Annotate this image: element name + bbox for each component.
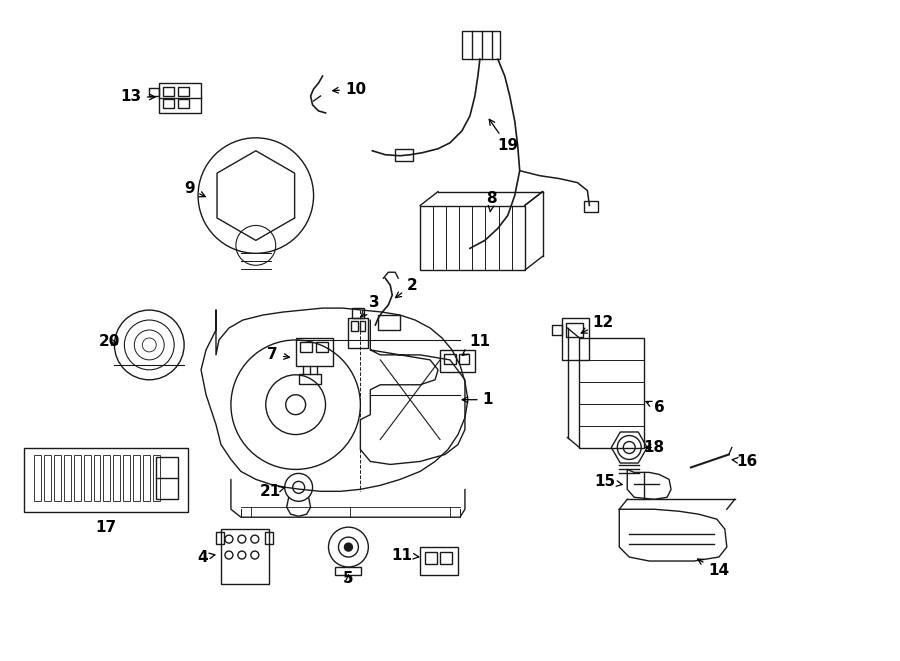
Bar bbox=[562, 318, 590, 360]
Text: 15: 15 bbox=[595, 474, 622, 489]
Bar bbox=[44, 455, 50, 501]
Bar bbox=[64, 455, 70, 501]
Text: 12: 12 bbox=[581, 315, 614, 333]
Text: 19: 19 bbox=[490, 120, 518, 153]
Text: 6: 6 bbox=[646, 400, 664, 415]
Bar bbox=[336, 567, 362, 575]
Bar bbox=[94, 455, 101, 501]
Bar bbox=[123, 455, 130, 501]
Text: 9: 9 bbox=[184, 181, 205, 197]
Text: 2: 2 bbox=[396, 278, 418, 297]
Bar bbox=[178, 87, 189, 96]
Bar bbox=[420, 206, 525, 270]
Text: 7: 7 bbox=[267, 348, 290, 362]
Bar bbox=[74, 455, 81, 501]
Bar bbox=[462, 31, 500, 59]
Bar bbox=[163, 99, 175, 108]
Bar bbox=[133, 455, 140, 501]
Bar bbox=[216, 532, 224, 544]
Bar bbox=[351, 321, 358, 331]
Bar bbox=[157, 457, 178, 499]
Text: 8: 8 bbox=[487, 191, 497, 212]
Bar bbox=[440, 350, 475, 372]
Bar bbox=[23, 447, 188, 512]
Bar bbox=[316, 342, 328, 352]
Bar bbox=[34, 455, 40, 501]
Bar bbox=[299, 374, 320, 384]
Bar bbox=[565, 323, 583, 337]
Bar bbox=[580, 338, 644, 447]
Bar bbox=[348, 318, 368, 348]
Text: 5: 5 bbox=[343, 572, 354, 586]
Bar bbox=[300, 342, 311, 352]
Text: 11: 11 bbox=[392, 547, 418, 563]
Text: 3: 3 bbox=[361, 295, 380, 317]
Text: 1: 1 bbox=[462, 392, 493, 407]
Text: 14: 14 bbox=[698, 559, 729, 578]
Text: 20: 20 bbox=[99, 334, 120, 350]
Bar bbox=[54, 455, 60, 501]
Bar bbox=[104, 455, 111, 501]
Bar bbox=[440, 552, 452, 564]
Bar bbox=[153, 455, 160, 501]
Text: 4: 4 bbox=[198, 549, 215, 564]
Bar bbox=[113, 455, 121, 501]
Bar bbox=[159, 83, 201, 113]
Text: 11: 11 bbox=[463, 334, 491, 356]
Text: 17: 17 bbox=[94, 520, 116, 535]
Bar bbox=[360, 321, 365, 331]
Bar bbox=[296, 338, 334, 366]
Bar bbox=[265, 532, 273, 544]
Text: 10: 10 bbox=[333, 81, 366, 97]
Bar bbox=[584, 200, 598, 212]
Text: 16: 16 bbox=[733, 454, 758, 469]
Bar bbox=[143, 455, 150, 501]
Text: 21: 21 bbox=[260, 484, 284, 499]
Bar bbox=[420, 547, 458, 575]
Text: 18: 18 bbox=[644, 440, 665, 455]
Bar bbox=[353, 308, 364, 318]
Bar bbox=[444, 354, 456, 364]
Text: 13: 13 bbox=[121, 89, 155, 104]
Bar bbox=[459, 354, 469, 364]
Bar bbox=[178, 99, 189, 108]
Bar bbox=[425, 552, 437, 564]
Bar bbox=[221, 529, 269, 584]
Bar bbox=[84, 455, 91, 501]
Bar bbox=[395, 149, 413, 161]
Bar bbox=[378, 315, 400, 330]
Circle shape bbox=[345, 543, 353, 551]
Bar bbox=[163, 87, 175, 96]
